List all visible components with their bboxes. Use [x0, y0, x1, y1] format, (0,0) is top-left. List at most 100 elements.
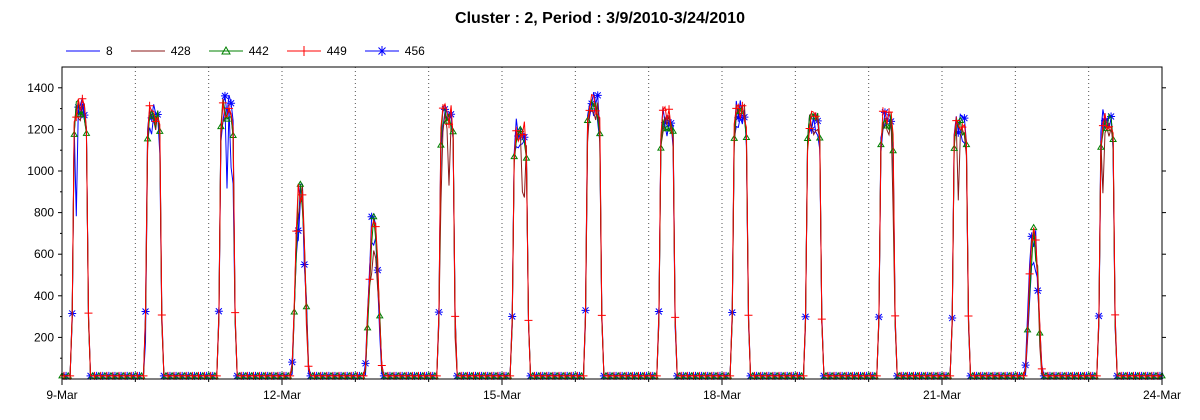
x-tick-label: 21-Mar — [923, 388, 961, 402]
point-442 — [363, 323, 372, 331]
point-449 — [738, 101, 747, 110]
point-449 — [817, 315, 826, 324]
point-449 — [292, 227, 301, 236]
point-449 — [518, 130, 527, 139]
legend-label-456: 456 — [404, 44, 425, 58]
point-449 — [451, 312, 460, 321]
legend: 8 428 442 449 456 — [66, 44, 443, 58]
x-tick-label: 9-Mar — [46, 388, 77, 402]
point-449 — [151, 117, 160, 126]
x-tick-label: 15-Mar — [483, 388, 521, 402]
point-442 — [369, 212, 378, 220]
point-449 — [225, 104, 234, 113]
point-449 — [671, 313, 680, 322]
series-line-449 — [62, 93, 1162, 377]
x-grid — [134, 67, 1090, 379]
point-449 — [1098, 121, 1107, 130]
point-442 — [516, 125, 525, 133]
legend-swatch-449 — [286, 46, 321, 56]
point-442 — [663, 124, 671, 132]
legend-item-442: 442 — [208, 44, 269, 58]
point-449 — [365, 275, 374, 284]
point-449 — [878, 107, 887, 116]
point-449 — [891, 311, 900, 320]
point-449 — [1105, 122, 1114, 131]
series-line-442 — [62, 98, 1162, 377]
point-449 — [304, 362, 313, 371]
point-449 — [512, 126, 521, 135]
point-449 — [78, 94, 87, 103]
point-456 — [954, 128, 963, 137]
point-449 — [885, 108, 894, 117]
point-449 — [658, 106, 667, 115]
x-tick-label: 18-Mar — [703, 388, 741, 402]
x-tick-label: 12-Mar — [263, 388, 301, 402]
legend-label-449: 449 — [326, 44, 347, 58]
legend-swatch-442 — [208, 45, 243, 55]
point-456 — [227, 99, 236, 108]
series-line-456 — [62, 92, 1162, 377]
legend-item-449: 449 — [286, 44, 347, 58]
point-449 — [665, 105, 674, 114]
y-tick-label: 200 — [34, 330, 54, 344]
point-456 — [660, 118, 669, 127]
point-442 — [296, 180, 305, 187]
chart-title: Cluster : 2, Period : 3/9/2010-3/24/2010 — [455, 10, 745, 27]
point-449 — [964, 312, 973, 321]
point-456 — [1107, 112, 1116, 121]
x-axis: 9-Mar 12-Mar 15-Mar 18-Mar 21-Mar 24-Mar — [46, 379, 1181, 402]
point-456 — [587, 99, 596, 108]
legend-label-428: 428 — [170, 44, 191, 58]
y-axis: 200 400 600 800 1000 1200 1400 — [27, 81, 1166, 359]
point-449 — [1025, 269, 1034, 278]
legend-item-456: 456 — [364, 44, 425, 58]
point-449 — [958, 123, 967, 132]
point-442 — [76, 110, 85, 118]
point-456 — [593, 91, 602, 100]
point-449 — [445, 120, 454, 129]
point-449 — [732, 104, 741, 113]
point-442 — [1103, 124, 1111, 132]
series-456 — [62, 91, 1164, 380]
point-449 — [157, 311, 166, 320]
x-tick-label: 24-Mar — [1143, 388, 1181, 402]
legend-label-8: 8 — [106, 44, 113, 58]
point-449 — [1031, 236, 1040, 245]
series-442 — [58, 98, 1166, 379]
point-449 — [1037, 364, 1046, 373]
point-456 — [220, 91, 229, 100]
point-442 — [956, 116, 965, 124]
point-449 — [298, 190, 307, 199]
legend-swatch-456 — [364, 46, 399, 56]
point-449 — [591, 106, 600, 115]
y-tick-label: 400 — [34, 289, 54, 303]
point-456 — [960, 114, 969, 123]
y-tick-label: 600 — [34, 247, 54, 261]
point-456 — [520, 133, 529, 142]
point-456 — [80, 111, 89, 120]
point-449 — [1111, 310, 1120, 319]
legend-item-428: 428 — [130, 44, 191, 58]
point-449 — [805, 124, 814, 133]
y-tick-label: 1000 — [27, 164, 54, 178]
point-449 — [811, 112, 820, 121]
legend-label-442: 442 — [248, 44, 269, 58]
y-tick-label: 800 — [34, 206, 54, 220]
legend-item-8: 8 — [66, 44, 113, 58]
point-449 — [438, 104, 447, 113]
point-449 — [744, 311, 753, 320]
series-428 — [62, 102, 1162, 377]
point-456 — [74, 103, 83, 112]
point-442 — [1035, 329, 1044, 336]
series-449 — [60, 93, 1162, 380]
series-line-8 — [62, 102, 1162, 377]
point-449 — [84, 309, 93, 318]
point-449 — [145, 101, 154, 110]
point-449 — [585, 106, 594, 115]
point-449 — [377, 361, 386, 370]
y-tick-label: 1200 — [27, 122, 54, 136]
series-8 — [62, 102, 1162, 377]
point-449 — [597, 311, 606, 320]
series-line-428 — [62, 102, 1162, 377]
